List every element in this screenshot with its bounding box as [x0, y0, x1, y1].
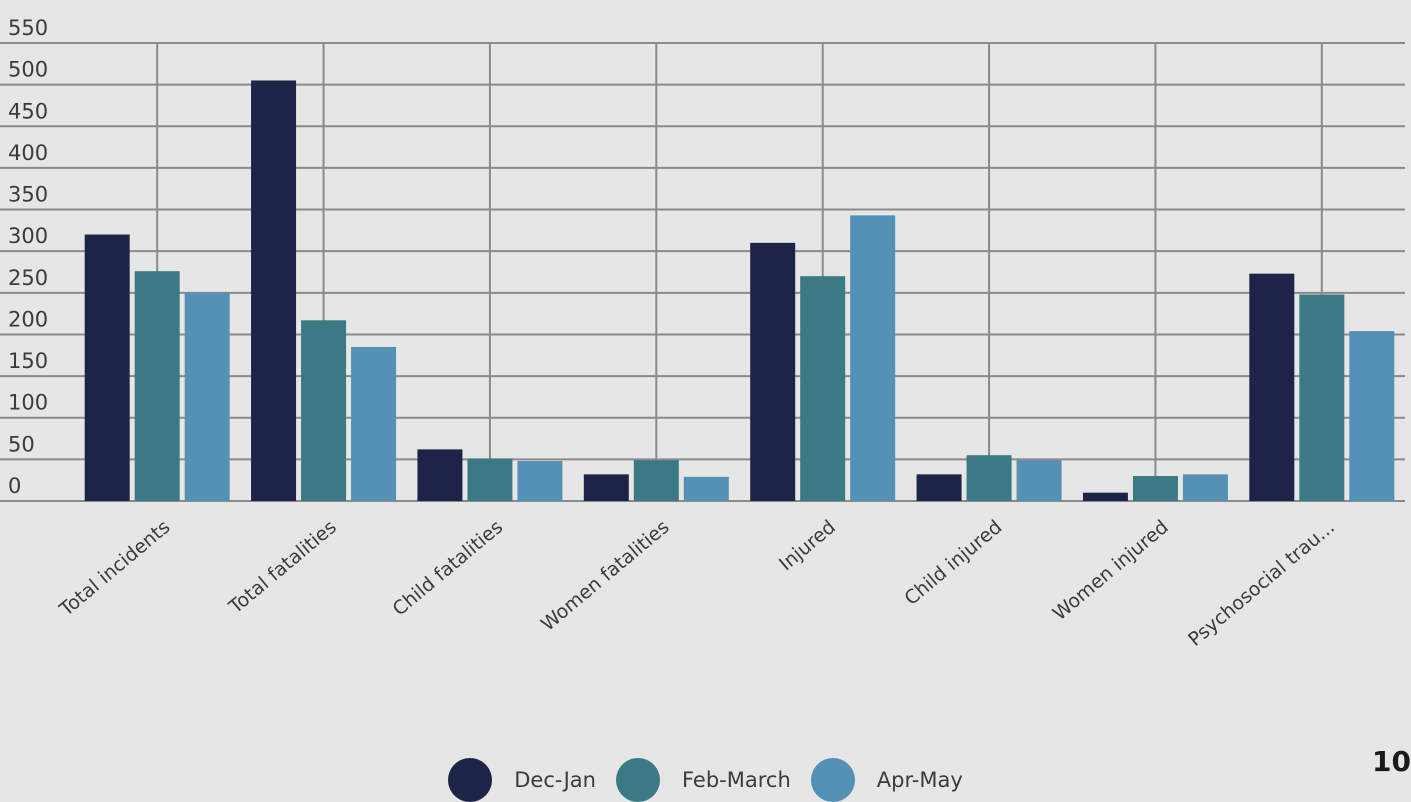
bar-dec-jan	[1249, 273, 1295, 501]
page-number: 10	[1372, 745, 1411, 778]
x-tick-label: Psychosocial trau...	[1184, 516, 1339, 651]
legend-label: Dec-Jan	[514, 768, 596, 792]
legend-swatch	[448, 758, 493, 802]
y-tick-label: 350	[8, 183, 48, 207]
bar-dec-jan	[750, 242, 796, 501]
legend-item: Feb-March	[616, 758, 791, 802]
bar-dec-jan	[417, 449, 463, 501]
legend-label: Feb-March	[682, 768, 791, 792]
bar-apr-may	[184, 292, 230, 501]
y-tick-label: 450	[8, 99, 48, 123]
bar-feb-march	[1299, 294, 1345, 501]
y-tick-label: 50	[8, 432, 35, 456]
bar-dec-jan	[84, 234, 130, 501]
y-tick-label: 250	[8, 266, 48, 290]
bar-feb-march	[800, 276, 846, 501]
legend-swatch	[616, 758, 660, 802]
bar-apr-may	[683, 476, 729, 501]
legend-item: Apr-May	[810, 758, 963, 802]
bar-apr-may	[1016, 460, 1062, 501]
y-tick-label: 200	[8, 307, 48, 331]
x-tick-label: Women injured	[1049, 516, 1173, 625]
bar-dec-jan	[916, 474, 962, 501]
legend-item: Dec-Jan	[448, 758, 596, 802]
x-tick-label: Total incidents	[55, 516, 175, 621]
legend-swatch	[810, 758, 855, 802]
bar-apr-may	[850, 215, 896, 501]
y-tick-label: 300	[8, 224, 48, 248]
bar-feb-march	[134, 271, 180, 501]
y-tick-label: 550	[8, 16, 48, 40]
x-tick-label: Women fatalities	[537, 516, 674, 636]
bar-apr-may	[517, 461, 563, 501]
x-tick-label: Child injured	[900, 516, 1006, 610]
y-tick-label: 500	[8, 58, 48, 82]
y-tick-label: 100	[8, 391, 48, 415]
legend: Dec-Jan Feb-March Apr-May	[0, 758, 1411, 802]
bar-feb-march	[467, 458, 513, 501]
x-axis: Total incidents Total fatalities Child fat…	[55, 516, 1339, 651]
bar-dec-jan	[583, 474, 629, 501]
bar-feb-march	[966, 455, 1012, 501]
x-tick-label: Total fatalities	[224, 516, 341, 619]
bar-apr-may	[1349, 331, 1395, 501]
x-tick-label: Child fatalities	[389, 516, 508, 620]
bar-apr-may	[351, 346, 397, 501]
legend-label: Apr-May	[876, 768, 963, 792]
bar-feb-march	[633, 460, 679, 501]
y-tick-label: 0	[8, 474, 21, 498]
bar-dec-jan	[251, 80, 297, 502]
bar-apr-may	[1182, 474, 1228, 501]
bar-feb-march	[301, 320, 347, 501]
x-tick-label: Injured	[775, 516, 840, 575]
y-axis: 0 50 100 150 200 250 300 350 400 450 500 550	[8, 16, 48, 498]
y-tick-label: 150	[8, 349, 48, 373]
bar-dec-jan	[1082, 492, 1128, 501]
bar-feb-march	[1132, 476, 1178, 501]
y-tick-label: 400	[8, 141, 48, 165]
bars	[84, 80, 1395, 502]
